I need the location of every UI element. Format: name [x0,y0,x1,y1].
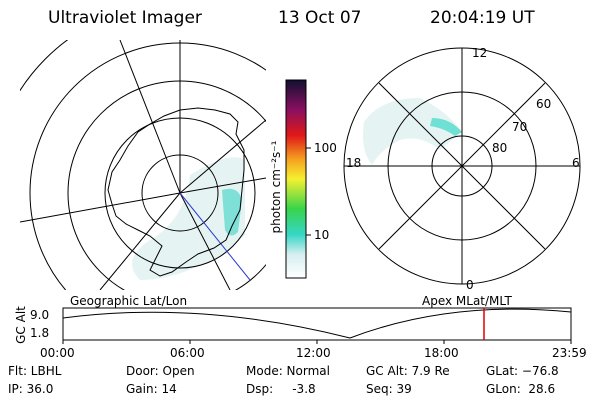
meridian-line [179,119,266,194]
lat-label-80: 80 [492,141,508,155]
altitude-curve [62,308,572,339]
altitude-ylabel: GC Alt [14,306,28,344]
aurora-bright-band [430,118,462,136]
door-value: Door: Open [126,364,195,378]
apex-caption: Apex MLat/MLT [422,294,512,308]
mlt-label-12: 12 [472,46,488,60]
geo-longitude-value: GLon: 28.6 [486,382,556,396]
meridian-line [99,192,181,290]
coastline [107,107,245,277]
dsp-value: Dsp: -3.8 [246,382,316,396]
lat-label-60: 60 [536,97,552,111]
track-line [179,192,251,281]
time-tick-1800: 18:00 [424,346,459,360]
geo-latitude-value: GLat: −76.8 [486,364,559,378]
aurora-emission [363,98,462,165]
sequence-value: Seq: 39 [366,382,412,396]
mlt-label-6: 6 [572,156,580,170]
time-tick-2359: 23:59 [552,346,587,360]
mlt-label-0: 0 [466,278,474,292]
time-tick-0600: 06:00 [170,346,205,360]
gain-value: Gain: 14 [126,382,177,396]
aurora-bright-band [222,188,242,236]
geographic-caption: Geographic Lat/Lon [70,294,188,308]
altitude-ytick-top: 9.0 [30,308,50,322]
altitude-ytick-bottom: 1.8 [30,326,50,340]
lat-label-70: 70 [512,120,528,134]
meridian-line [179,177,266,194]
colorbar-tick-100: 100 [314,141,337,155]
meridian-line [179,192,231,290]
gc-altitude-value: GC Alt: 7.9 Re [366,364,450,378]
meridian-line [20,192,181,223]
instrument-title: Ultraviolet Imager [48,8,202,28]
time-tick-1200: 12:00 [296,346,331,360]
colorbar-tick-10: 10 [314,228,330,242]
ip-value: IP: 36.0 [8,382,54,396]
observation-time: 20:04:19 UT [430,8,535,28]
mode-value: Mode: Normal [246,364,330,378]
time-tick-0000: 00:00 [40,346,75,360]
filter-value: Flt: LBHL [8,364,62,378]
meridian-line [119,40,181,194]
mlt-label-18: 18 [346,156,362,170]
observation-date: 13 Oct 07 [278,8,362,28]
